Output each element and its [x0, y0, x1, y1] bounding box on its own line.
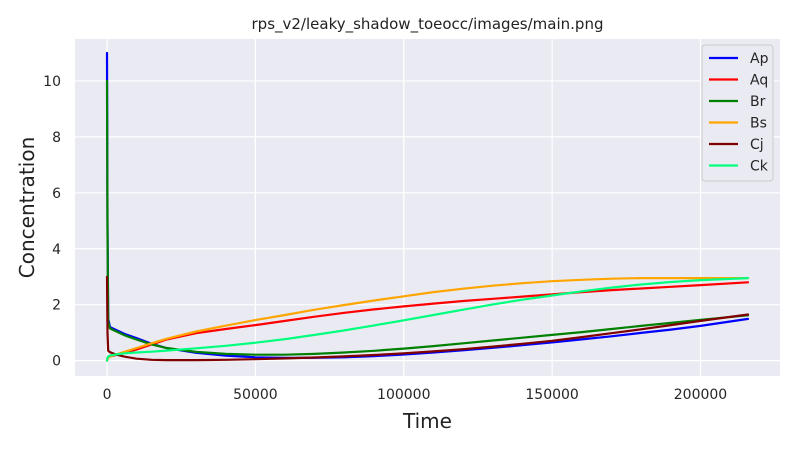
x-tick-label: 50000: [233, 387, 278, 403]
y-tick-label: 8: [52, 130, 61, 146]
series-line-ck: [105, 277, 750, 362]
series-line-cj: [105, 275, 750, 362]
legend-label-br: Br: [750, 94, 766, 110]
x-tick-label: 100000: [377, 387, 430, 403]
x-tick-label: 0: [103, 387, 112, 403]
chart-title: rps_v2/leaky_shadow_toeocc/images/main.p…: [252, 15, 604, 34]
legend-label-ap: Ap: [750, 51, 769, 67]
series-lines: [105, 51, 750, 362]
y-axis-label: Concentration: [15, 137, 39, 278]
legend: Ap Aq Br Bs Cj Ck: [701, 44, 774, 182]
y-tick-label: 10: [43, 74, 61, 90]
y-tick-label: 4: [52, 242, 61, 258]
x-tick-label: 150000: [525, 387, 578, 403]
x-axis-label: Time: [402, 409, 452, 433]
y-tick-label: 2: [52, 298, 61, 314]
series-line-br: [105, 79, 750, 356]
legend-label-bs: Bs: [750, 116, 767, 132]
plot-area: [75, 39, 780, 376]
x-tick-label: 200000: [674, 387, 727, 403]
legend-label-ck: Ck: [750, 159, 769, 175]
tick-labels: 0 50000 100000 150000 200000 0 2 4 6 8 10: [43, 74, 727, 403]
y-tick-label: 6: [52, 186, 61, 202]
y-tick-label: 0: [52, 354, 61, 370]
legend-label-cj: Cj: [750, 137, 764, 153]
legend-label-aq: Aq: [750, 73, 768, 89]
